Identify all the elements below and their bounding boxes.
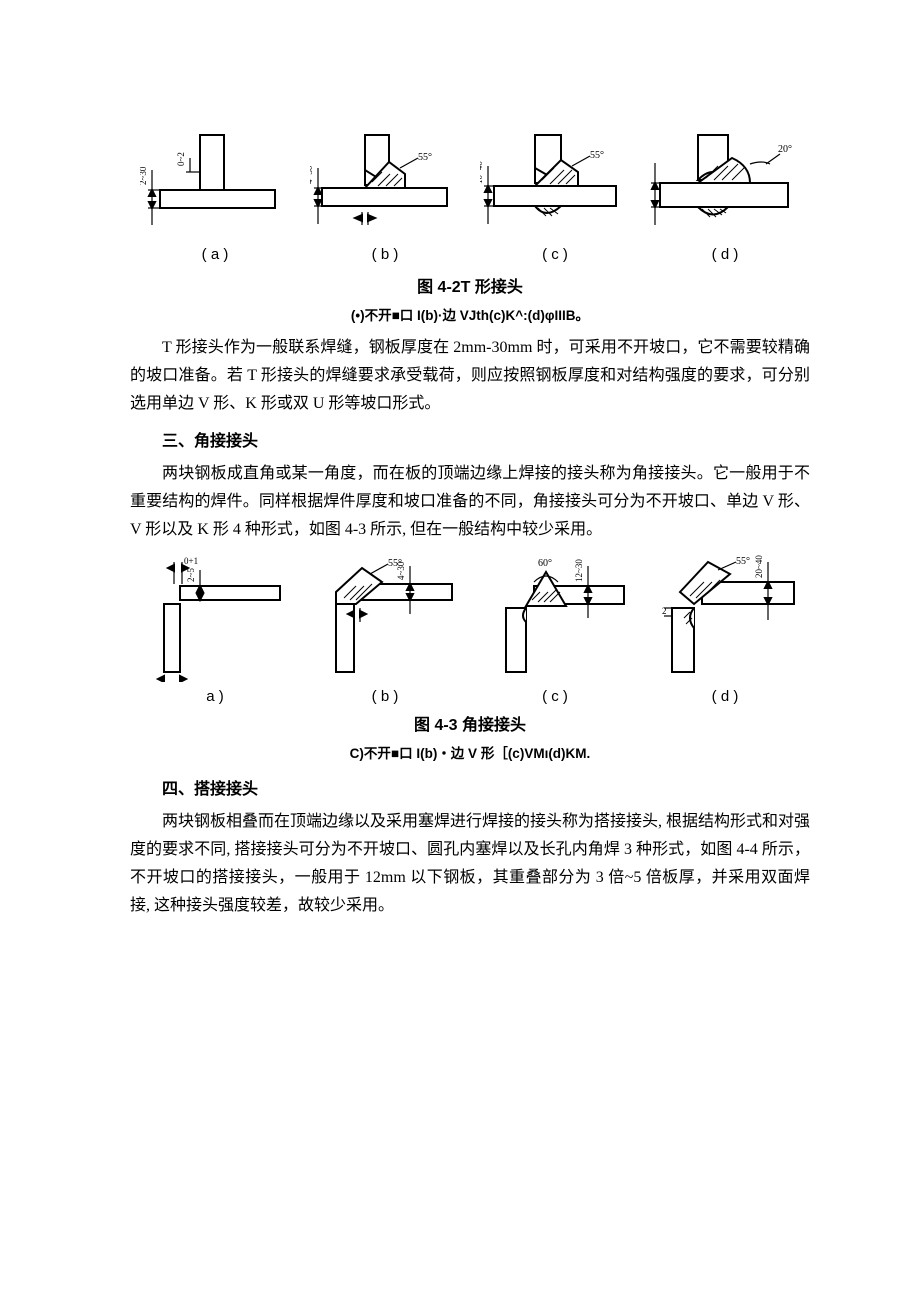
fig-4-3-caption: 图 4-3 角接接头 <box>130 712 810 740</box>
heading-corner-joint: 三、角接接头 <box>130 428 810 456</box>
fig-4-2-b: 4~30 55° ( b ) <box>300 130 470 268</box>
fig-sublabel: ( c ) <box>542 242 568 268</box>
fig-sublabel: ( d ) <box>712 242 739 268</box>
dim-text: 12~30 <box>574 559 584 582</box>
caption-num: 4-2T <box>438 279 471 296</box>
dim-text: 55° <box>736 556 750 567</box>
fig-4-3-b: 55° 4~30 ( b ) <box>300 552 470 710</box>
caption-prefix: 图 <box>417 279 437 296</box>
figure-4-3: 0+1 2~5 a ) <box>130 552 810 710</box>
caption-num: 4-3 <box>434 717 457 734</box>
fig-sublabel: ( a ) <box>202 242 229 268</box>
fig-4-2-note: (•)不开■口 I(b)·边 VJth(c)K^:(d)φIIIB。 <box>130 304 810 328</box>
dim-text: 0~2 <box>176 152 186 166</box>
dim-text: 2~30 <box>140 166 148 185</box>
fig-sublabel: ( c ) <box>542 684 568 710</box>
dim-text: 40~60 <box>650 159 651 182</box>
fig-sublabel: ( b ) <box>372 684 399 710</box>
fig-4-2-d: 40~60 20° ( d ) <box>640 130 810 268</box>
fig-4-3-a: 0+1 2~5 a ) <box>130 552 300 710</box>
dim-text: 10~40 <box>480 161 484 184</box>
fig-sublabel: ( d ) <box>712 684 739 710</box>
fig-4-3-c: 60° 12~30 ( c ) <box>470 552 640 710</box>
fig-4-2-a: 2~30 0~2 ( a ) <box>130 130 300 268</box>
dim-text: 0+1 <box>184 556 198 566</box>
paragraph-2: 两块钢板成直角或某一角度，而在板的顶端边缘上焊接的接头称为角接接头。它一般用于不… <box>130 460 810 544</box>
heading-lap-joint: 四、搭接接头 <box>130 776 810 804</box>
paragraph-3: 两块钢板相叠而在顶端边缘以及采用塞焊进行焊接的接头称为搭接接头, 根据结构形式和… <box>130 808 810 920</box>
dim-text: 4~30 <box>310 165 314 184</box>
svg-text:2: 2 <box>662 606 667 616</box>
dim-text: 20° <box>778 144 792 155</box>
fig-4-3-d: 55° 20~40 2 ( d ) <box>640 552 810 710</box>
dim-text: 20~40 <box>754 555 764 578</box>
dim-text: 4~30 <box>396 561 406 580</box>
caption-suffix: 角接接头 <box>458 717 526 734</box>
fig-4-2-c: 10~40 55° ( c ) <box>470 130 640 268</box>
figure-4-2: 2~30 0~2 ( a ) <box>130 130 810 268</box>
caption-prefix: 图 <box>414 717 434 734</box>
dim-text: 60° <box>538 558 552 569</box>
fig-sublabel: a ) <box>206 684 224 710</box>
fig-4-3-note: C)不开■口 I(b)・边 V 形［(c)VMı(d)KM. <box>130 742 810 766</box>
dim-text: 55° <box>418 152 432 163</box>
fig-4-2-caption: 图 4-2T 形接头 <box>130 274 810 302</box>
paragraph-1: T 形接头作为一般联系焊缝，钢板厚度在 2mm-30mm 时，可采用不开坡口，它… <box>130 334 810 418</box>
fig-sublabel: ( b ) <box>372 242 399 268</box>
caption-suffix: 形接头 <box>470 279 522 296</box>
dim-text: 55° <box>590 150 604 161</box>
dim-text: 2~5 <box>186 568 196 582</box>
